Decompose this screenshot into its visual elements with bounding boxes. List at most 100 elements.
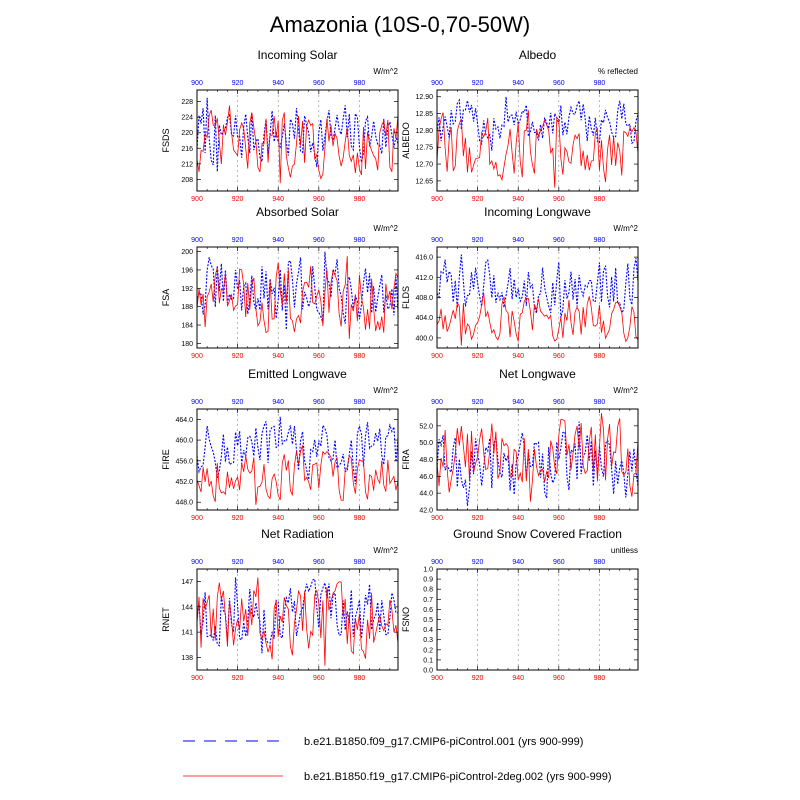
panel-fsds: Incoming Solar W/m^2 FSDS 900 900 920 920 940 94… (161, 48, 399, 203)
x-tick-label-bottom: 920 (472, 353, 484, 360)
x-tick-label-top: 960 (313, 399, 325, 406)
y-tick-label: 12.75 (415, 145, 433, 152)
x-tick-label-bottom: 900 (191, 515, 203, 522)
y-tick-label: 412.0 (415, 275, 433, 282)
y-tick-label: 0.4 (423, 627, 433, 634)
x-tick-label-bottom: 980 (354, 515, 366, 522)
x-tick-label-bottom: 900 (431, 515, 443, 522)
y-axis-label: FIRE (161, 449, 171, 470)
panel-title: Ground Snow Covered Fraction (453, 527, 622, 541)
x-tick-label-bottom: 940 (272, 675, 284, 682)
x-tick-label-top: 980 (354, 559, 366, 566)
y-tick-label: 52.0 (419, 423, 433, 430)
plot-frame (196, 408, 399, 511)
y-tick-label: 452.0 (175, 479, 193, 486)
x-tick-label-bottom: 980 (354, 675, 366, 682)
x-tick-label-top: 900 (191, 399, 203, 406)
y-tick-label: 192 (181, 286, 193, 293)
y-tick-label: 464.0 (175, 417, 193, 424)
x-tick-label-top: 900 (431, 399, 443, 406)
y-tick-label: 400.0 (415, 335, 433, 342)
x-tick-label-top: 900 (431, 559, 443, 566)
x-tick-label-top: 920 (232, 80, 244, 87)
series-line-f19 (437, 292, 638, 346)
x-tick-label-top: 920 (472, 237, 484, 244)
plot-frame (436, 408, 639, 511)
y-tick-label: 216 (181, 146, 193, 153)
panel-units: W/m^2 (373, 67, 398, 76)
y-tick-label: 138 (181, 655, 193, 662)
y-tick-label: 188 (181, 304, 193, 311)
plot-frame (436, 568, 639, 671)
x-tick-label-top: 960 (553, 80, 565, 87)
panel-fira: Net Longwave W/m^2 FIRA 900 900 920 920 940 940 9… (401, 367, 639, 522)
y-tick-label: 404.0 (415, 315, 433, 322)
x-tick-label-bottom: 980 (594, 515, 606, 522)
series-line-f09 (437, 254, 638, 318)
x-tick-label-bottom: 900 (431, 196, 443, 203)
series-line-f19 (197, 577, 398, 666)
panels-group: Incoming Solar W/m^2 FSDS 900 900 920 920 940 94… (161, 48, 639, 682)
x-tick-label-bottom: 980 (594, 196, 606, 203)
x-tick-label-top: 980 (354, 80, 366, 87)
y-tick-label: 42.0 (419, 508, 433, 515)
x-tick-label-top: 920 (472, 399, 484, 406)
x-tick-label-top: 980 (354, 237, 366, 244)
y-axis-label: FSDS (161, 128, 171, 152)
y-tick-label: 0.2 (423, 647, 433, 654)
x-tick-label-top: 980 (594, 80, 606, 87)
x-tick-label-top: 980 (594, 559, 606, 566)
y-axis-label: ALBEDO (401, 122, 411, 159)
x-tick-label-bottom: 940 (272, 196, 284, 203)
y-tick-label: 0.5 (423, 617, 433, 624)
y-tick-label: 147 (181, 579, 193, 586)
legend-item: b.e21.B1850.f19_g17.CMIP6-piControl-2deg… (183, 771, 612, 783)
y-axis-label: FLDS (401, 286, 411, 309)
panel-albedo: Albedo % reflected ALBEDO 900 900 920 920 940 94… (401, 48, 639, 203)
panel-title: Net Longwave (499, 367, 576, 381)
panel-title: Emitted Longwave (248, 367, 347, 381)
y-tick-label: 141 (181, 630, 193, 637)
x-tick-label-bottom: 920 (472, 675, 484, 682)
series-line-f19 (197, 445, 398, 505)
x-tick-label-top: 900 (431, 237, 443, 244)
panel-units: % reflected (598, 67, 638, 76)
y-tick-label: 44.0 (419, 491, 433, 498)
panel-units: W/m^2 (613, 386, 638, 395)
y-tick-label: 212 (181, 161, 193, 168)
x-tick-label-top: 940 (272, 559, 284, 566)
legend-item: b.e21.B1850.f09_g17.CMIP6-piControl.001 … (183, 736, 583, 748)
x-tick-label-bottom: 920 (232, 353, 244, 360)
x-tick-label-top: 960 (313, 559, 325, 566)
y-tick-label: 12.85 (415, 111, 433, 118)
legend-label: b.e21.B1850.f19_g17.CMIP6-piControl-2deg… (304, 771, 612, 783)
x-tick-label-bottom: 900 (431, 675, 443, 682)
x-tick-label-top: 920 (472, 80, 484, 87)
series-line-f19 (437, 110, 638, 188)
series-line-f09 (197, 416, 398, 485)
x-tick-label-bottom: 940 (272, 515, 284, 522)
x-tick-label-bottom: 960 (553, 515, 565, 522)
y-axis-label: FIRA (401, 449, 411, 470)
y-tick-label: 180 (181, 341, 193, 348)
y-tick-label: 0.9 (423, 577, 433, 584)
y-axis-label: FSA (161, 289, 171, 307)
y-tick-label: 184 (181, 323, 193, 330)
y-tick-label: 0.8 (423, 587, 433, 594)
x-tick-label-top: 940 (272, 80, 284, 87)
x-tick-label-top: 940 (272, 237, 284, 244)
y-tick-label: 0.3 (423, 637, 433, 644)
y-tick-label: 0.0 (423, 668, 433, 675)
x-tick-label-bottom: 900 (431, 353, 443, 360)
panel-title: Incoming Longwave (484, 205, 591, 219)
y-tick-label: 50.0 (419, 440, 433, 447)
panel-rnet: Net Radiation W/m^2 RNET 900 900 920 920 940 940… (161, 527, 399, 682)
panel-units: W/m^2 (613, 224, 638, 233)
panel-units: unitless (611, 546, 638, 555)
plot-frame (436, 89, 639, 192)
x-tick-label-top: 920 (472, 559, 484, 566)
x-tick-label-bottom: 940 (512, 353, 524, 360)
y-tick-label: 448.0 (175, 500, 193, 507)
series-line-f19 (197, 256, 398, 339)
